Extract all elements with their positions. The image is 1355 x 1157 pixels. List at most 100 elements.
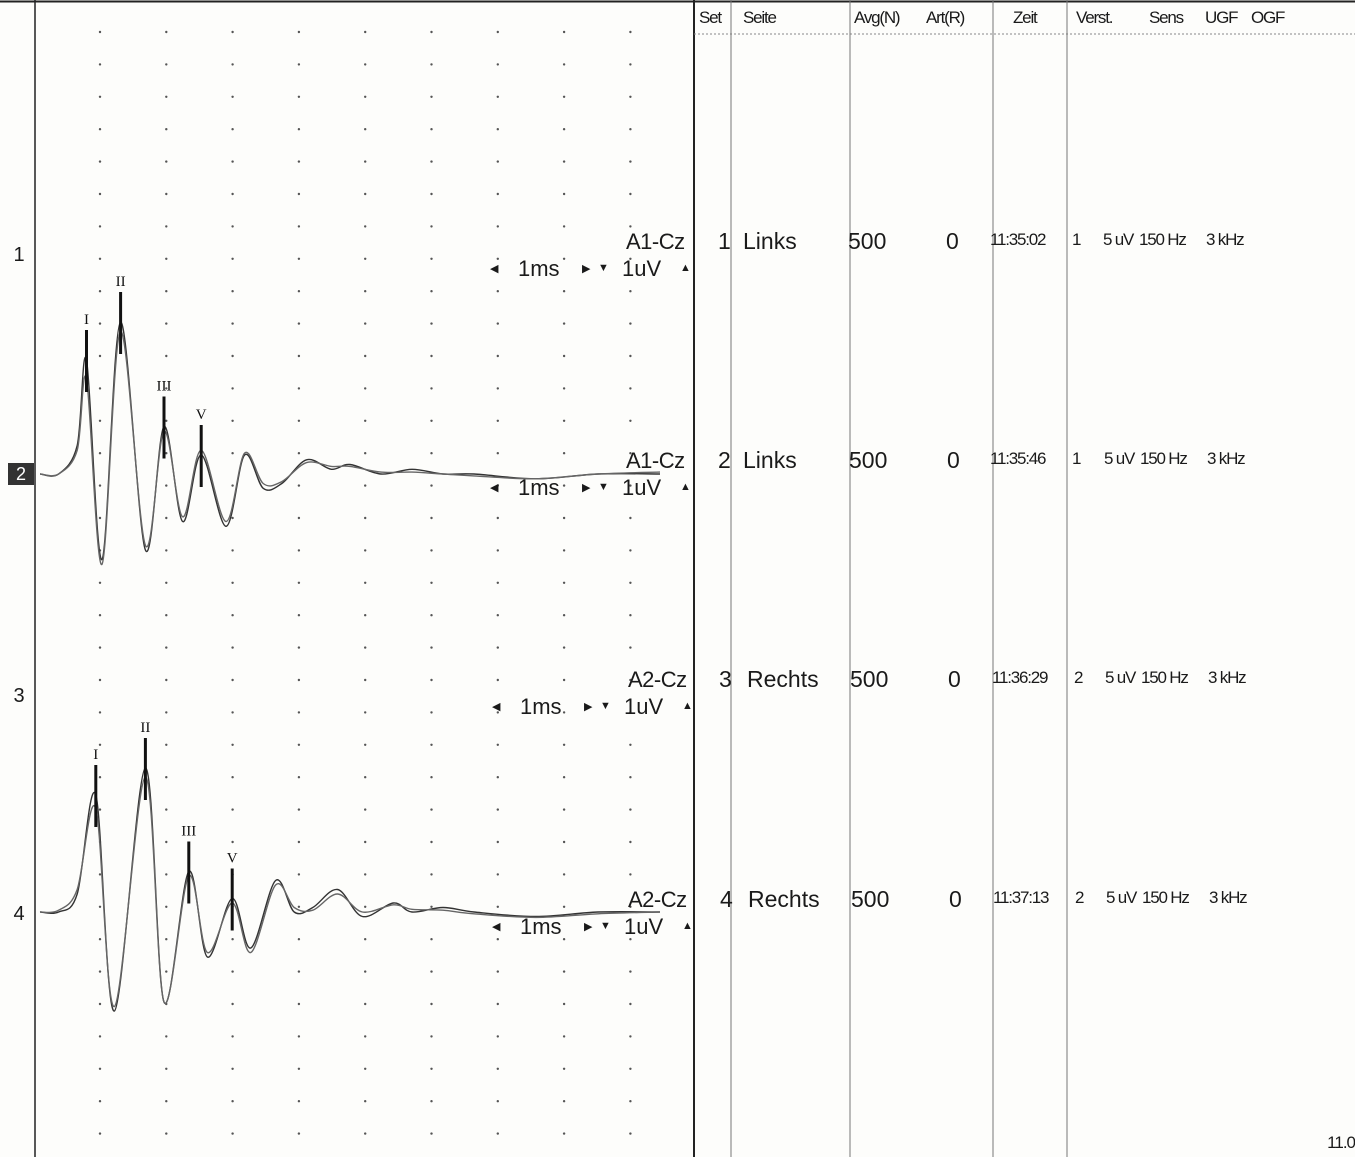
- grid-dot: [364, 225, 367, 228]
- grid-dot: [231, 678, 234, 682]
- table-cell-seite[interactable]: Rechts: [748, 886, 820, 912]
- header-ugf[interactable]: UGF: [1205, 8, 1239, 27]
- table-cell-set[interactable]: 3: [719, 666, 732, 692]
- row-number-2[interactable]: 2: [8, 463, 34, 485]
- table-cell-sens[interactable]: 5 uV: [1105, 668, 1136, 687]
- grid-dot: [297, 95, 301, 99]
- table-cell-sens[interactable]: 5 uV: [1104, 449, 1135, 468]
- table-cell-ogf[interactable]: 3 kHz: [1207, 449, 1246, 468]
- table-cell-ugf[interactable]: 150 Hz: [1140, 449, 1188, 468]
- time-decrease-arrow[interactable]: ◀: [490, 263, 499, 275]
- grid-dot: [98, 95, 102, 99]
- header-art[interactable]: Art(R): [926, 8, 965, 27]
- grid-dot: [364, 711, 367, 714]
- grid-dot: [562, 905, 566, 908]
- header-sens[interactable]: Sens: [1149, 8, 1184, 27]
- time-increase-arrow[interactable]: ▶: [584, 701, 593, 713]
- amp-increase-arrow[interactable]: ▲: [680, 481, 691, 493]
- time-increase-arrow[interactable]: ▶: [584, 921, 593, 933]
- header-avg[interactable]: Avg(N): [854, 8, 901, 27]
- grid-dot: [98, 614, 102, 617]
- header-zeit[interactable]: Zeit: [1013, 8, 1038, 27]
- table-cell-ogf[interactable]: 3 kHz: [1206, 230, 1245, 249]
- grid-dot: [297, 192, 301, 196]
- row-number-4[interactable]: 4: [13, 903, 25, 925]
- table-cell-verst[interactable]: 1: [1072, 230, 1082, 249]
- table-cell-avg[interactable]: 500: [848, 228, 887, 254]
- grid-dot: [430, 1035, 433, 1038]
- table-cell-ogf[interactable]: 3 kHz: [1209, 888, 1248, 907]
- grid-dot: [629, 322, 632, 325]
- table-cell-art[interactable]: 0: [949, 886, 962, 912]
- table-cell-art[interactable]: 0: [946, 228, 959, 254]
- grid-dot: [430, 711, 433, 714]
- grid-dot: [496, 549, 499, 552]
- grid-dot: [629, 192, 632, 196]
- table-cell-avg[interactable]: 500: [851, 886, 890, 912]
- table-cell-seite[interactable]: Rechts: [747, 666, 819, 692]
- table-cell-seite[interactable]: Links: [743, 228, 797, 254]
- table-cell-verst[interactable]: 2: [1075, 888, 1085, 907]
- table-cell-ogf[interactable]: 3 kHz: [1208, 668, 1247, 687]
- table-cell-zeit[interactable]: 11:35:46: [990, 449, 1047, 468]
- table-lines: [694, 0, 1355, 1157]
- table-cell-art[interactable]: 0: [947, 447, 960, 473]
- time-increase-arrow[interactable]: ▶: [582, 482, 591, 494]
- grid-dot: [98, 743, 102, 746]
- grid-dot: [165, 452, 168, 455]
- amp-decrease-arrow[interactable]: ▼: [598, 262, 609, 274]
- amp-decrease-arrow[interactable]: ▼: [600, 700, 611, 712]
- table-cell-zeit[interactable]: 11:37:13: [993, 888, 1050, 907]
- grid-dot: [364, 63, 367, 66]
- grid-dot: [496, 1132, 499, 1135]
- grid-dot: [496, 776, 499, 779]
- header-seite[interactable]: Seite: [743, 8, 777, 27]
- grid-dot: [562, 30, 566, 34]
- time-decrease-arrow[interactable]: ◀: [492, 701, 501, 713]
- row-number-3[interactable]: 3: [13, 685, 25, 707]
- grid-dot: [629, 160, 632, 163]
- header-verst[interactable]: Verst.: [1076, 8, 1113, 27]
- grid-dot: [165, 646, 168, 649]
- grid-dot: [165, 678, 168, 682]
- grid-dot: [430, 873, 433, 876]
- grid-dot: [231, 30, 234, 34]
- table-cell-set[interactable]: 1: [718, 228, 731, 254]
- grid-dot: [98, 30, 102, 34]
- table-cell-ugf[interactable]: 150 Hz: [1139, 230, 1187, 249]
- table-cell-set[interactable]: 4: [720, 886, 733, 912]
- table-cell-art[interactable]: 0: [948, 666, 961, 692]
- table-cell-avg[interactable]: 500: [850, 666, 889, 692]
- grid-dot: [364, 95, 367, 99]
- amp-decrease-arrow[interactable]: ▼: [600, 920, 611, 932]
- grid-dot: [297, 549, 301, 552]
- table-cell-ugf[interactable]: 150 Hz: [1141, 668, 1189, 687]
- header-set[interactable]: Set: [699, 8, 722, 27]
- table-cell-avg[interactable]: 500: [849, 447, 888, 473]
- time-increase-arrow[interactable]: ▶: [582, 263, 591, 275]
- grid-dot: [629, 840, 632, 844]
- grid-dot: [297, 743, 301, 746]
- table-cell-zeit[interactable]: 11:36:29: [992, 668, 1049, 687]
- table-cell-ugf[interactable]: 150 Hz: [1142, 888, 1190, 907]
- table-cell-seite[interactable]: Links: [743, 447, 797, 473]
- time-decrease-arrow[interactable]: ◀: [492, 921, 501, 933]
- table-cell-sens[interactable]: 5 uV: [1103, 230, 1134, 249]
- table-cell-verst[interactable]: 1: [1072, 449, 1082, 468]
- row-number-1[interactable]: 1: [13, 244, 25, 266]
- amp-increase-arrow[interactable]: ▲: [682, 700, 693, 712]
- table-cell-sens[interactable]: 5 uV: [1106, 888, 1137, 907]
- grid-dot: [165, 1035, 168, 1038]
- peak-label: II: [116, 274, 126, 290]
- grid-dot: [231, 290, 234, 293]
- table-cell-set[interactable]: 2: [718, 447, 731, 473]
- amp-decrease-arrow[interactable]: ▼: [598, 481, 609, 493]
- amp-increase-arrow[interactable]: ▲: [680, 262, 691, 274]
- header-ogf[interactable]: OGF: [1251, 8, 1285, 27]
- table-cell-verst[interactable]: 2: [1074, 668, 1084, 687]
- amp-increase-arrow[interactable]: ▲: [682, 920, 693, 932]
- table-cell-zeit[interactable]: 11:35:02: [990, 230, 1047, 249]
- time-decrease-arrow[interactable]: ◀: [490, 482, 499, 494]
- grid-dot: [496, 30, 499, 34]
- grid-dot: [562, 95, 566, 99]
